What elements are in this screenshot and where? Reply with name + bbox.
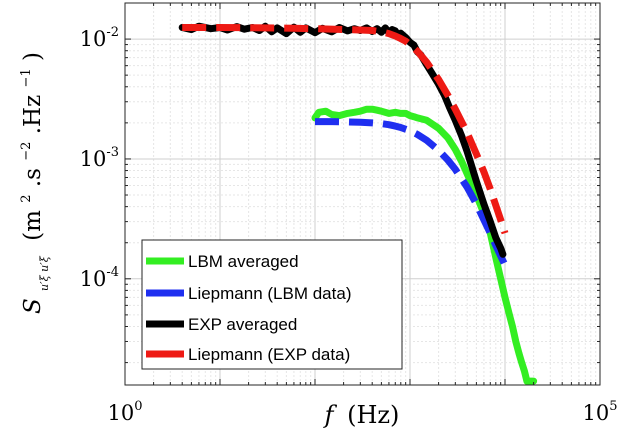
y-axis-sup3: −1 [19, 68, 34, 87]
legend-entry-exp-averaged: EXP averaged [146, 315, 297, 334]
svg-text:S u′ξ u′ξ (m: S u′ξ u′ξ (m 2 .s −2 .Hz −1 ) [10, 52, 54, 314]
series-layer [178, 22, 538, 385]
series-line-lbm-averaged [311, 105, 538, 385]
y-axis-sup1: 2 [19, 194, 34, 202]
y-axis-label: S u′ξ u′ξ (m 2 .s −2 .Hz −1 ) [10, 52, 54, 314]
legend-box [141, 239, 403, 370]
svg-text:f (Hz): f (Hz) [323, 401, 400, 429]
x-tick-label: 100 [107, 399, 142, 425]
y-tick-label: 10-3 [80, 145, 119, 171]
legend-label-lbm-averaged: LBM averaged [188, 252, 299, 271]
y-axis-mid2: .Hz [20, 95, 46, 135]
legend-label-liepmann-lbm: Liepmann (LBM data) [188, 284, 351, 303]
axis-ticks: 100 105 10-4 10-3 10-2 [80, 2, 618, 425]
y-axis-mid: .s [20, 168, 46, 187]
legend-entry-liepmann-lbm: Liepmann (LBM data) [146, 284, 351, 303]
y-axis-unit-close: ) [20, 52, 46, 61]
x-axis-symbol: f [323, 401, 338, 429]
series-line-liepmann-lbm-data [315, 118, 509, 267]
plot-frame [124, 2, 601, 386]
y-axis-symbol: S [20, 298, 46, 314]
y-axis-subscript: u′ξ u′ξ [38, 255, 51, 291]
legend: LBM averaged Liepmann (LBM data) EXP ave… [141, 239, 403, 370]
y-tick-label: 10-4 [80, 265, 119, 291]
x-axis-label: f (Hz) [323, 401, 400, 429]
legend-entry-liepmann-exp: Liepmann (EXP data) [146, 345, 350, 364]
y-axis-unit-open: (m [20, 210, 46, 241]
x-axis-unit: (Hz) [347, 401, 399, 429]
legend-label-exp-averaged: EXP averaged [188, 315, 297, 334]
legend-label-liepmann-exp: Liepmann (EXP data) [188, 345, 350, 364]
y-tick-label: 10-2 [80, 25, 119, 51]
y-axis-sup2: −2 [19, 142, 34, 161]
legend-entry-lbm-averaged: LBM averaged [146, 252, 299, 271]
x-tick-label: 105 [582, 399, 617, 425]
series-line-liepmann-exp-data [182, 24, 509, 235]
